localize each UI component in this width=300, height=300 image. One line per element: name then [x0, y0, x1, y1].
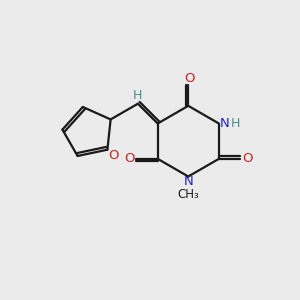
- Text: O: O: [184, 72, 194, 85]
- Text: H: H: [133, 89, 142, 102]
- Text: CH₃: CH₃: [177, 188, 199, 201]
- Text: O: O: [108, 149, 119, 162]
- Text: H: H: [230, 117, 240, 130]
- Text: O: O: [242, 152, 253, 165]
- Text: N: N: [183, 175, 193, 188]
- Text: N: N: [219, 117, 229, 130]
- Text: O: O: [124, 152, 134, 165]
